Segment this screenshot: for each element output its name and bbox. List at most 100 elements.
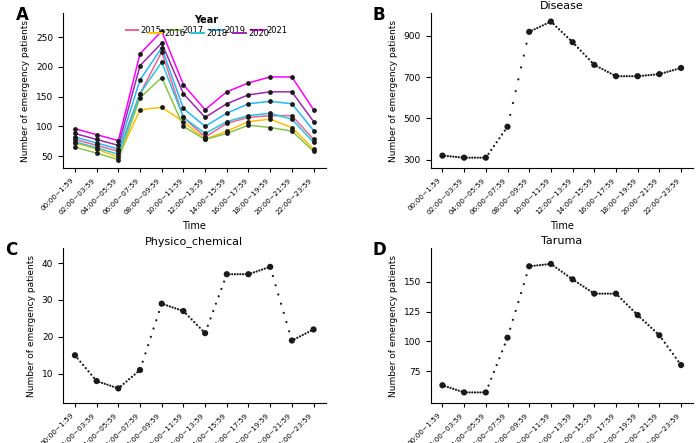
Point [437,152,448,159]
Point [153,308,164,315]
Point [480,389,491,396]
Point [502,334,513,341]
Point [178,90,189,97]
Point [499,127,510,134]
Point [69,144,80,151]
Point [602,68,613,75]
Point [69,125,80,132]
Point [594,64,606,71]
Point [559,270,570,277]
Point [234,271,246,278]
Point [169,305,181,312]
Point [470,154,481,161]
Point [619,298,630,305]
Point [472,154,483,161]
Point [496,348,507,355]
Point [85,371,97,378]
Point [199,106,211,113]
Point [243,79,254,86]
Point [456,154,467,161]
Point [643,72,654,79]
Point [638,72,649,79]
Point [575,47,587,54]
Point [510,307,522,315]
Point [189,319,200,326]
Point [194,324,205,331]
Point [626,306,638,313]
Point [156,58,167,66]
Point [256,266,267,273]
Point [308,326,319,333]
Point [308,148,319,155]
Point [113,142,124,149]
Point [72,355,83,362]
Point [148,325,159,332]
Point [515,290,526,297]
Y-axis label: Number of emergency patients: Number of emergency patients [389,19,398,162]
Point [491,139,503,146]
Point [442,152,454,159]
Point [270,282,281,289]
Point [592,290,603,297]
Point [178,123,189,130]
Point [529,26,540,33]
Point [564,36,575,43]
Point [521,40,532,47]
Point [113,148,124,155]
Point [480,154,491,161]
Point [202,322,214,329]
Point [124,376,135,383]
Point [494,135,505,142]
Point [477,154,489,161]
Point [621,73,632,80]
Point [286,88,297,95]
Point [624,303,635,311]
Point [477,389,489,396]
Point [199,123,211,130]
Point [580,285,592,292]
Point [69,140,80,147]
Point [554,266,565,273]
Point [308,139,319,146]
Point [605,290,616,297]
Point [218,278,230,285]
Point [221,88,232,95]
Point [545,18,557,25]
Point [508,316,519,323]
Point [648,71,659,78]
Point [297,331,308,338]
Point [69,138,80,145]
Point [573,44,584,51]
Point [221,100,232,107]
Point [213,293,224,300]
Point [592,63,603,70]
Point [632,311,643,319]
Point [640,72,652,79]
Point [456,388,467,395]
Point [486,146,497,153]
Point [461,389,472,396]
Point [537,261,548,268]
Point [134,366,146,373]
Point [467,154,478,161]
Point [529,262,540,269]
Point [227,271,238,278]
Point [494,355,505,362]
Point [521,272,532,279]
Point [243,122,254,129]
Point [197,327,208,334]
Point [518,280,529,288]
Point [134,94,146,101]
Point [551,23,562,30]
Point [140,350,151,357]
Point [559,31,570,38]
Point [664,67,676,74]
Point [483,150,494,157]
Point [556,28,567,35]
Point [232,271,243,278]
Point [567,39,578,46]
Point [437,382,448,389]
Point [78,361,89,369]
Point [659,69,671,76]
Point [632,73,643,80]
